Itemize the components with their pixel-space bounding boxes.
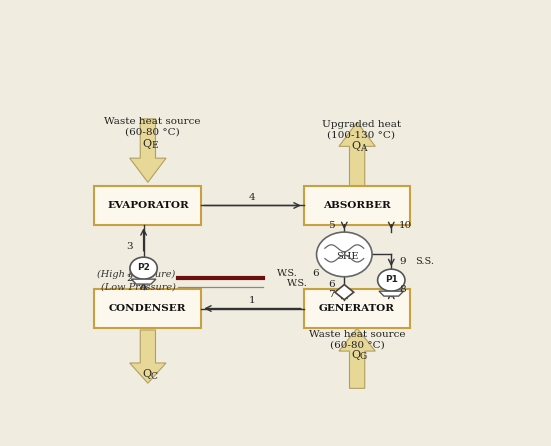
FancyBboxPatch shape xyxy=(304,186,410,225)
Polygon shape xyxy=(131,279,156,284)
Text: (Low Pressure): (Low Pressure) xyxy=(101,283,176,292)
Text: Q: Q xyxy=(352,350,360,360)
Text: SHE: SHE xyxy=(337,252,359,260)
Text: CONDENSER: CONDENSER xyxy=(109,304,187,313)
Text: (High Pressure): (High Pressure) xyxy=(98,270,176,279)
Text: 2: 2 xyxy=(126,274,133,283)
FancyBboxPatch shape xyxy=(95,289,201,328)
Circle shape xyxy=(377,269,405,291)
Text: (100-130 °C): (100-130 °C) xyxy=(327,131,396,140)
Circle shape xyxy=(130,257,157,279)
Text: 3: 3 xyxy=(126,242,133,251)
Text: (60-80 °C): (60-80 °C) xyxy=(329,340,385,349)
FancyArrow shape xyxy=(339,328,375,388)
Text: 5: 5 xyxy=(328,221,335,230)
Text: Q: Q xyxy=(352,141,360,151)
Text: E: E xyxy=(151,141,158,150)
Text: Upgraded heat: Upgraded heat xyxy=(322,120,401,129)
Text: 10: 10 xyxy=(399,221,412,230)
Text: G: G xyxy=(360,352,367,361)
Text: S.S.: S.S. xyxy=(415,257,434,266)
Polygon shape xyxy=(379,291,403,296)
FancyBboxPatch shape xyxy=(304,289,410,328)
Text: 7: 7 xyxy=(328,290,335,299)
Text: 4: 4 xyxy=(249,194,256,202)
Text: Waste heat source: Waste heat source xyxy=(309,330,406,339)
Text: 1: 1 xyxy=(249,297,256,306)
Polygon shape xyxy=(335,285,354,300)
Text: C: C xyxy=(151,372,158,381)
Text: 6: 6 xyxy=(328,280,335,289)
Text: 8: 8 xyxy=(399,285,406,294)
Text: Q: Q xyxy=(142,369,151,380)
Text: A: A xyxy=(360,144,367,153)
Text: 9: 9 xyxy=(399,257,406,266)
Text: 6: 6 xyxy=(312,269,318,278)
Text: P1: P1 xyxy=(385,275,398,284)
Text: ABSORBER: ABSORBER xyxy=(323,201,391,210)
Circle shape xyxy=(316,232,372,277)
FancyArrow shape xyxy=(129,119,166,182)
Text: Waste heat source: Waste heat source xyxy=(104,117,201,126)
FancyBboxPatch shape xyxy=(95,186,201,225)
FancyArrow shape xyxy=(129,330,166,383)
Text: W.S.: W.S. xyxy=(287,279,308,288)
FancyArrow shape xyxy=(339,122,375,186)
Text: Q: Q xyxy=(142,139,151,149)
Text: EVAPORATOR: EVAPORATOR xyxy=(107,201,189,210)
Text: W.S.: W.S. xyxy=(277,269,298,278)
Text: P2: P2 xyxy=(137,263,150,272)
Text: (60-80 °C): (60-80 °C) xyxy=(125,128,180,136)
Text: GENERATOR: GENERATOR xyxy=(319,304,395,313)
